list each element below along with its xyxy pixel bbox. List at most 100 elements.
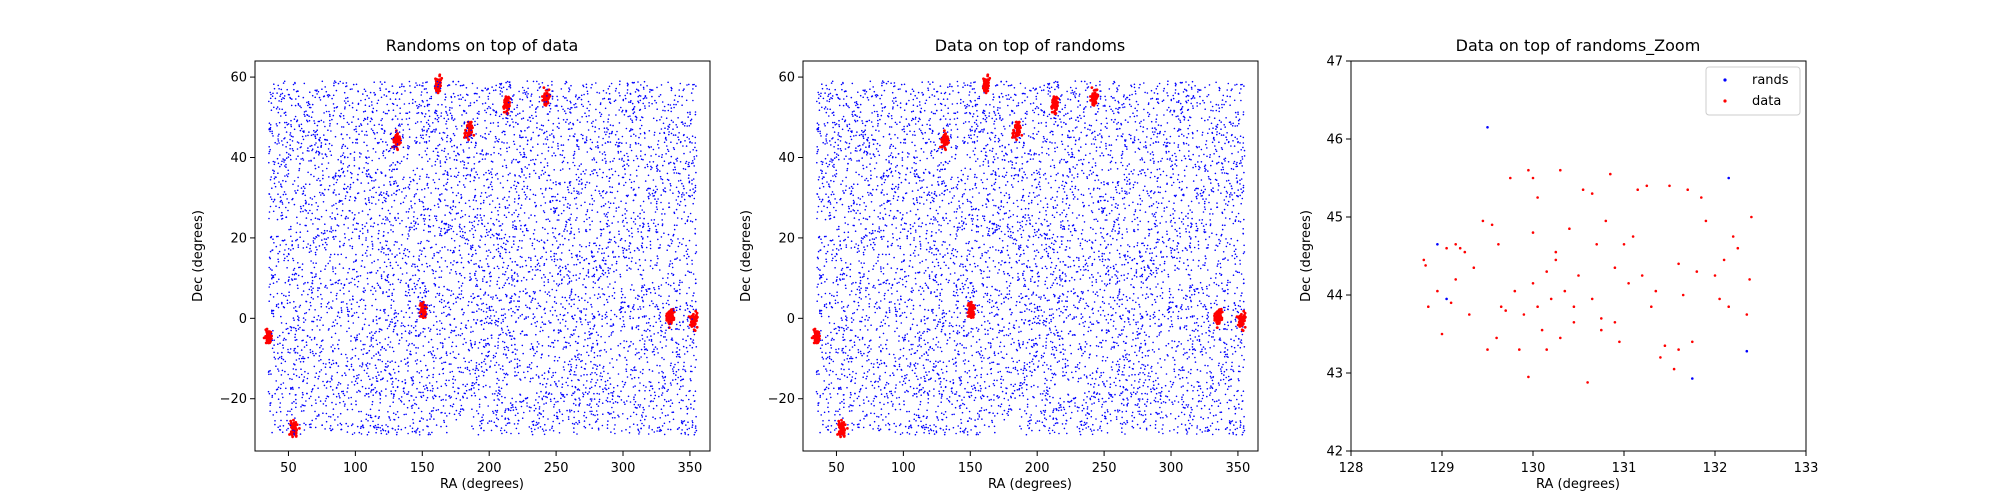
rands-point [540, 316, 543, 318]
rands-point [683, 420, 686, 422]
rands-point [665, 339, 668, 341]
rands-point [569, 232, 571, 235]
rands-point [584, 391, 587, 394]
rands-point [268, 161, 270, 164]
rands-point [578, 420, 580, 422]
rands-point [369, 414, 372, 417]
rands-point [314, 251, 317, 254]
rands-point [446, 181, 449, 184]
rands-point [440, 298, 443, 301]
rands-point [576, 217, 578, 219]
rands-point [657, 140, 660, 142]
rands-point [684, 433, 687, 435]
rands-point [618, 83, 621, 86]
rands-point [533, 169, 535, 172]
rands-point [436, 333, 439, 336]
rands-point [530, 159, 532, 162]
rands-point [555, 283, 558, 285]
rands-point [525, 91, 528, 93]
rands-point [427, 327, 430, 329]
rands-point [432, 270, 435, 272]
rands-point [577, 228, 580, 230]
rands-point [415, 430, 417, 432]
rands-point [685, 424, 687, 426]
rands-point [573, 411, 576, 413]
rands-point [556, 385, 559, 388]
rands-point [352, 298, 354, 301]
rands-point [307, 134, 309, 137]
rands-point [578, 389, 581, 391]
rands-point [455, 409, 458, 412]
rands-point [372, 147, 375, 150]
rands-point [672, 162, 675, 164]
rands-point [332, 103, 335, 105]
rands-point [544, 307, 546, 310]
rands-point [632, 305, 635, 308]
rands-point [404, 90, 406, 92]
rands-point [402, 146, 405, 149]
rands-point [684, 274, 687, 277]
rands-point [569, 135, 571, 137]
rands-point [578, 180, 581, 182]
rands-point [624, 97, 627, 100]
rands-point [445, 112, 448, 114]
rands-point [638, 406, 641, 408]
rands-point [628, 257, 630, 260]
rands-point [398, 131, 401, 133]
rands-point [491, 319, 493, 322]
rands-point [548, 104, 551, 107]
rands-point [347, 185, 349, 188]
rands-point [486, 355, 489, 358]
rands-point [315, 142, 317, 144]
rands-point [305, 183, 307, 185]
rands-point [490, 360, 492, 362]
rands-point [269, 205, 272, 208]
rands-point [629, 344, 631, 347]
rands-point [577, 378, 579, 381]
rands-point [475, 171, 477, 173]
rands-point [694, 184, 697, 187]
rands-point [506, 374, 509, 376]
rands-point [351, 212, 354, 214]
rands-point [501, 365, 504, 367]
rands-point [560, 212, 563, 215]
rands-point [281, 302, 283, 305]
data-point [668, 310, 671, 313]
rands-point [278, 121, 281, 124]
rands-point [438, 226, 440, 229]
rands-point [379, 242, 382, 244]
rands-point [348, 239, 350, 241]
rands-point [316, 415, 319, 417]
rands-point [524, 91, 526, 94]
rands-point [333, 253, 336, 256]
rands-point [367, 182, 370, 184]
rands-point [482, 374, 485, 377]
rands-point [602, 171, 604, 174]
rands-point [469, 247, 472, 249]
rands-point [685, 145, 688, 147]
rands-point [630, 149, 633, 152]
rands-point [582, 84, 584, 87]
rands-point [630, 181, 633, 184]
rands-point [424, 388, 426, 390]
rands-point [637, 298, 639, 301]
rands-point [391, 360, 393, 362]
rands-point [681, 121, 684, 123]
rands-point [619, 80, 621, 82]
rands-point [321, 170, 324, 172]
rands-point [637, 215, 639, 217]
rands-point [456, 146, 458, 148]
rands-point [505, 431, 508, 434]
rands-point [320, 358, 322, 361]
rands-point [326, 302, 329, 305]
rands-point [601, 375, 603, 378]
rands-point [376, 428, 378, 431]
rands-point [405, 282, 407, 285]
rands-point [531, 114, 533, 117]
rands-point [487, 294, 490, 296]
rands-point [311, 282, 313, 284]
rands-point [475, 133, 477, 135]
rands-point [289, 249, 292, 251]
rands-point [670, 119, 673, 122]
rands-point [289, 148, 291, 150]
